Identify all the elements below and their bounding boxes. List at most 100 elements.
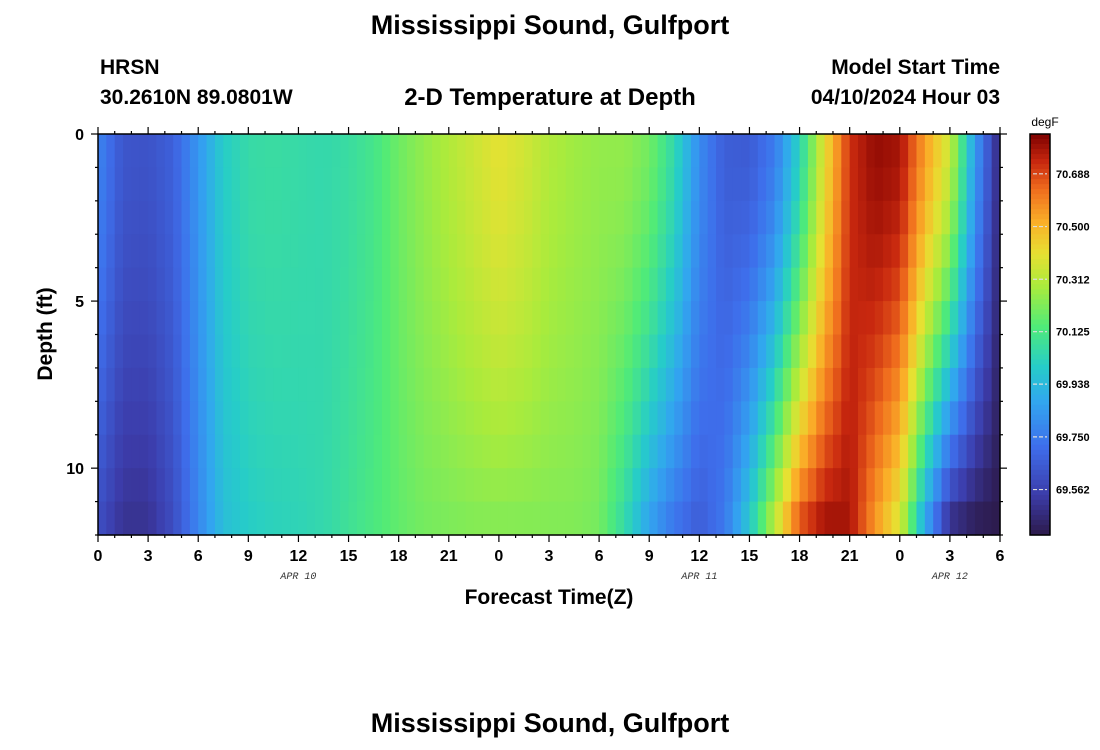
heatmap-cell — [340, 401, 350, 436]
heatmap-cell — [941, 167, 951, 202]
heatmap-cell — [924, 267, 934, 302]
heatmap-cell — [858, 134, 867, 169]
colorbar-swatch — [1030, 159, 1050, 165]
heatmap-cell — [440, 434, 450, 469]
heatmap-cell — [156, 200, 166, 235]
heatmap-cell — [816, 334, 826, 369]
colorbar-swatch — [1030, 454, 1050, 461]
heatmap-cell — [123, 167, 133, 202]
heatmap-cell — [340, 468, 350, 503]
heatmap-cell — [490, 234, 500, 269]
heatmap-cell — [574, 200, 584, 235]
heatmap-cell — [173, 267, 183, 302]
heatmap-cell — [632, 301, 642, 336]
heatmap-cell — [123, 401, 133, 436]
heatmap-cell — [290, 434, 300, 469]
heatmap-cell — [139, 434, 149, 469]
heatmap-cell — [381, 267, 391, 302]
heatmap-cell — [832, 267, 842, 302]
heatmap-cell — [331, 468, 341, 503]
heatmap-cell — [156, 234, 166, 269]
heatmap-cell — [807, 234, 817, 269]
date-label: APR 10 — [279, 572, 316, 583]
heatmap-cell — [206, 167, 216, 202]
heatmap-cell — [916, 501, 926, 536]
colorbar-tick-label: 70.688 — [1056, 169, 1090, 181]
colorbar-swatch — [1030, 419, 1050, 426]
heatmap-cell — [457, 501, 467, 536]
heatmap-cell — [482, 501, 492, 536]
colorbar-swatch — [1030, 184, 1050, 190]
heatmap-cell — [774, 167, 784, 202]
heatmap-cell — [966, 234, 976, 269]
heatmap-cell — [331, 401, 341, 436]
heatmap-cell — [498, 234, 508, 269]
heatmap-cell — [899, 167, 909, 202]
heatmap-cell — [615, 234, 625, 269]
heatmap-cell — [874, 234, 884, 269]
colorbar-swatch — [1030, 464, 1050, 471]
heatmap-cell — [465, 134, 475, 169]
heatmap-cell — [365, 167, 375, 202]
heatmap-cell — [891, 434, 901, 469]
heatmap-cell — [549, 501, 558, 536]
heatmap-cell — [674, 468, 684, 503]
heatmap-cell — [106, 334, 116, 369]
heatmap-cell — [306, 401, 316, 436]
heatmap-cell — [974, 200, 984, 235]
heatmap-cell — [549, 334, 558, 369]
heatmap-cell — [949, 234, 959, 269]
heatmap-cell — [407, 501, 416, 536]
heatmap-cell — [966, 468, 976, 503]
heatmap-cell — [816, 401, 826, 436]
heatmap-cell — [239, 367, 249, 402]
heatmap-cell — [498, 367, 508, 402]
heatmap-cell — [298, 134, 308, 169]
heatmap-cell — [365, 334, 375, 369]
heatmap-cell — [807, 367, 817, 402]
heatmap-cell — [189, 501, 199, 536]
heatmap-cell — [181, 468, 191, 503]
heatmap-cell — [799, 367, 809, 402]
heatmap-cell — [624, 334, 634, 369]
y-tick-label: 10 — [66, 461, 84, 478]
heatmap-cell — [281, 267, 291, 302]
heatmap-cell — [766, 501, 776, 536]
heatmap-cell — [114, 134, 124, 169]
heatmap-cell — [523, 134, 533, 169]
heatmap-cell — [173, 367, 183, 402]
heatmap-cell — [665, 200, 675, 235]
x-tick-label: 3 — [144, 548, 153, 565]
heatmap-cell — [607, 267, 617, 302]
heatmap-cell — [498, 468, 508, 503]
heatmap-cell — [807, 134, 817, 169]
heatmap-cell — [239, 134, 249, 169]
heatmap-cell — [398, 468, 408, 503]
heatmap-cell — [423, 367, 433, 402]
heatmap-cell — [114, 200, 124, 235]
heatmap-cell — [365, 200, 375, 235]
colorbar-swatch — [1030, 529, 1050, 536]
heatmap-cell — [373, 200, 383, 235]
heatmap-cell — [239, 434, 249, 469]
heatmap-cell — [273, 167, 283, 202]
heatmap-cell — [448, 234, 458, 269]
heatmap-cell — [482, 401, 492, 436]
heatmap-cell — [256, 367, 266, 402]
heatmap-cell — [682, 401, 692, 436]
heatmap-cell — [540, 468, 550, 503]
heatmap-cell — [348, 468, 358, 503]
heatmap-cell — [757, 334, 767, 369]
heatmap-cell — [340, 167, 350, 202]
heatmap-cell — [632, 200, 642, 235]
heatmap-cell — [398, 401, 408, 436]
colorbar-swatch — [1030, 349, 1050, 356]
heatmap-cell — [256, 401, 266, 436]
heatmap-cell — [983, 501, 993, 536]
heatmap-cell — [858, 200, 867, 235]
heatmap-cell — [498, 200, 508, 235]
heatmap-cell — [298, 468, 308, 503]
heatmap-cell — [549, 367, 558, 402]
heatmap-cell — [841, 200, 851, 235]
heatmap-cell — [649, 267, 659, 302]
